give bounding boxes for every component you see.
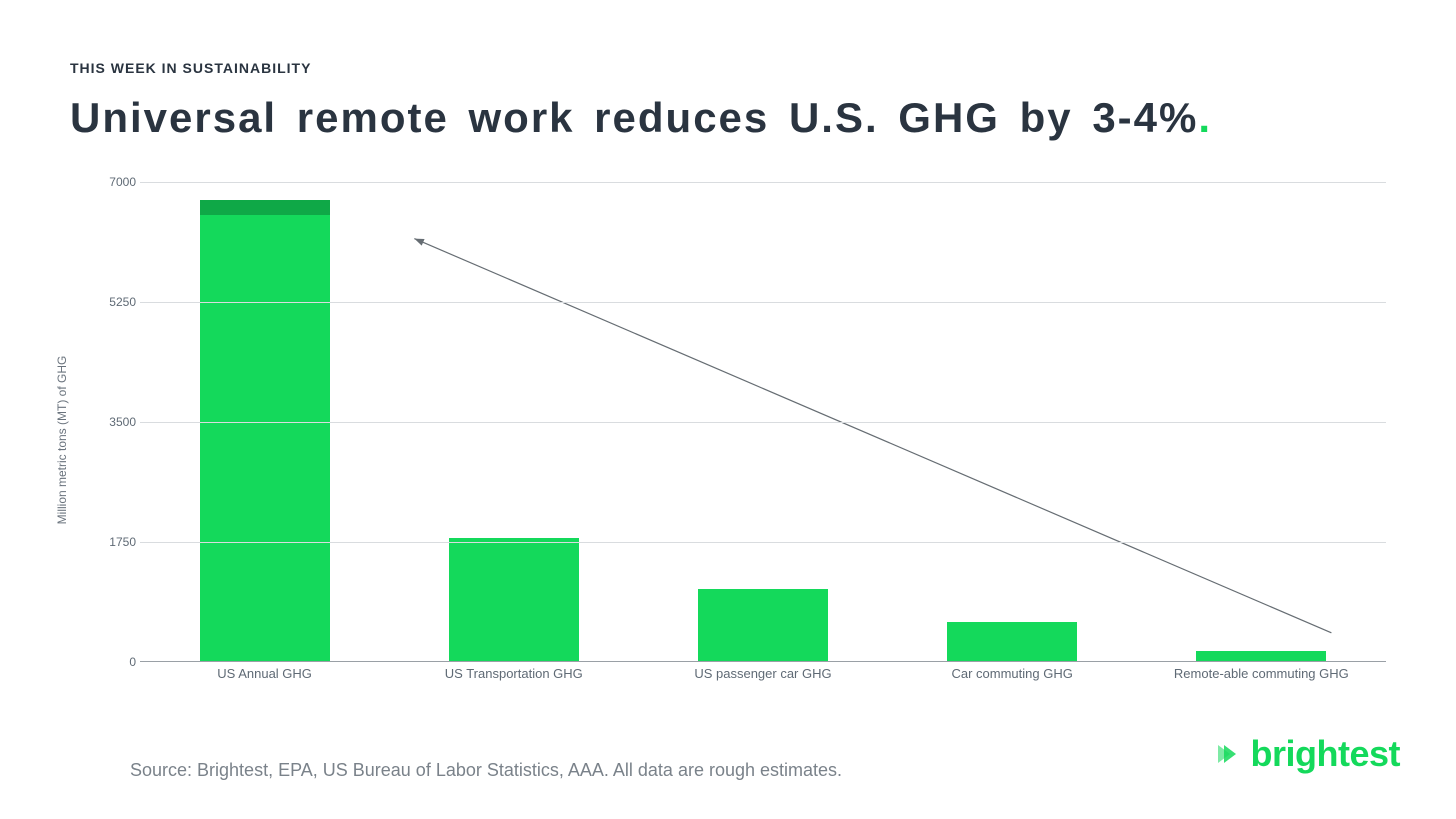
ghg-bar-chart: Million metric tons (MT) of GHG US Annua…	[70, 170, 1386, 710]
grid-line	[140, 182, 1386, 183]
headline-dot: .	[1198, 94, 1212, 141]
bar	[449, 538, 579, 661]
logo-text: brightest	[1250, 733, 1400, 775]
bar-cap	[200, 200, 330, 215]
brand-logo: brightest	[1214, 733, 1400, 775]
headline-text: Universal remote work reduces U.S. GHG b…	[70, 94, 1198, 141]
y-tick: 0	[100, 655, 136, 669]
y-axis-label: Million metric tons (MT) of GHG	[55, 356, 69, 525]
x-axis-label: US passenger car GHG	[638, 666, 887, 681]
grid-line	[140, 302, 1386, 303]
y-tick: 5250	[100, 295, 136, 309]
bar	[698, 589, 828, 661]
headline: Universal remote work reduces U.S. GHG b…	[70, 94, 1386, 142]
grid-line	[140, 542, 1386, 543]
x-axis-label: US Annual GHG	[140, 666, 389, 681]
bar	[200, 215, 330, 661]
y-tick: 3500	[100, 415, 136, 429]
y-tick: 7000	[100, 175, 136, 189]
x-axis-label: Remote-able commuting GHG	[1137, 666, 1386, 681]
bar	[1196, 651, 1326, 661]
x-axis-label: Car commuting GHG	[888, 666, 1137, 681]
plot-area	[140, 182, 1386, 662]
source-text: Source: Brightest, EPA, US Bureau of Lab…	[130, 760, 842, 781]
x-axis-labels: US Annual GHGUS Transportation GHGUS pas…	[140, 666, 1386, 681]
y-tick: 1750	[100, 535, 136, 549]
bar	[947, 622, 1077, 661]
logo-icon	[1214, 739, 1244, 769]
x-axis-label: US Transportation GHG	[389, 666, 638, 681]
kicker: THIS WEEK IN SUSTAINABILITY	[70, 60, 1386, 76]
grid-line	[140, 422, 1386, 423]
